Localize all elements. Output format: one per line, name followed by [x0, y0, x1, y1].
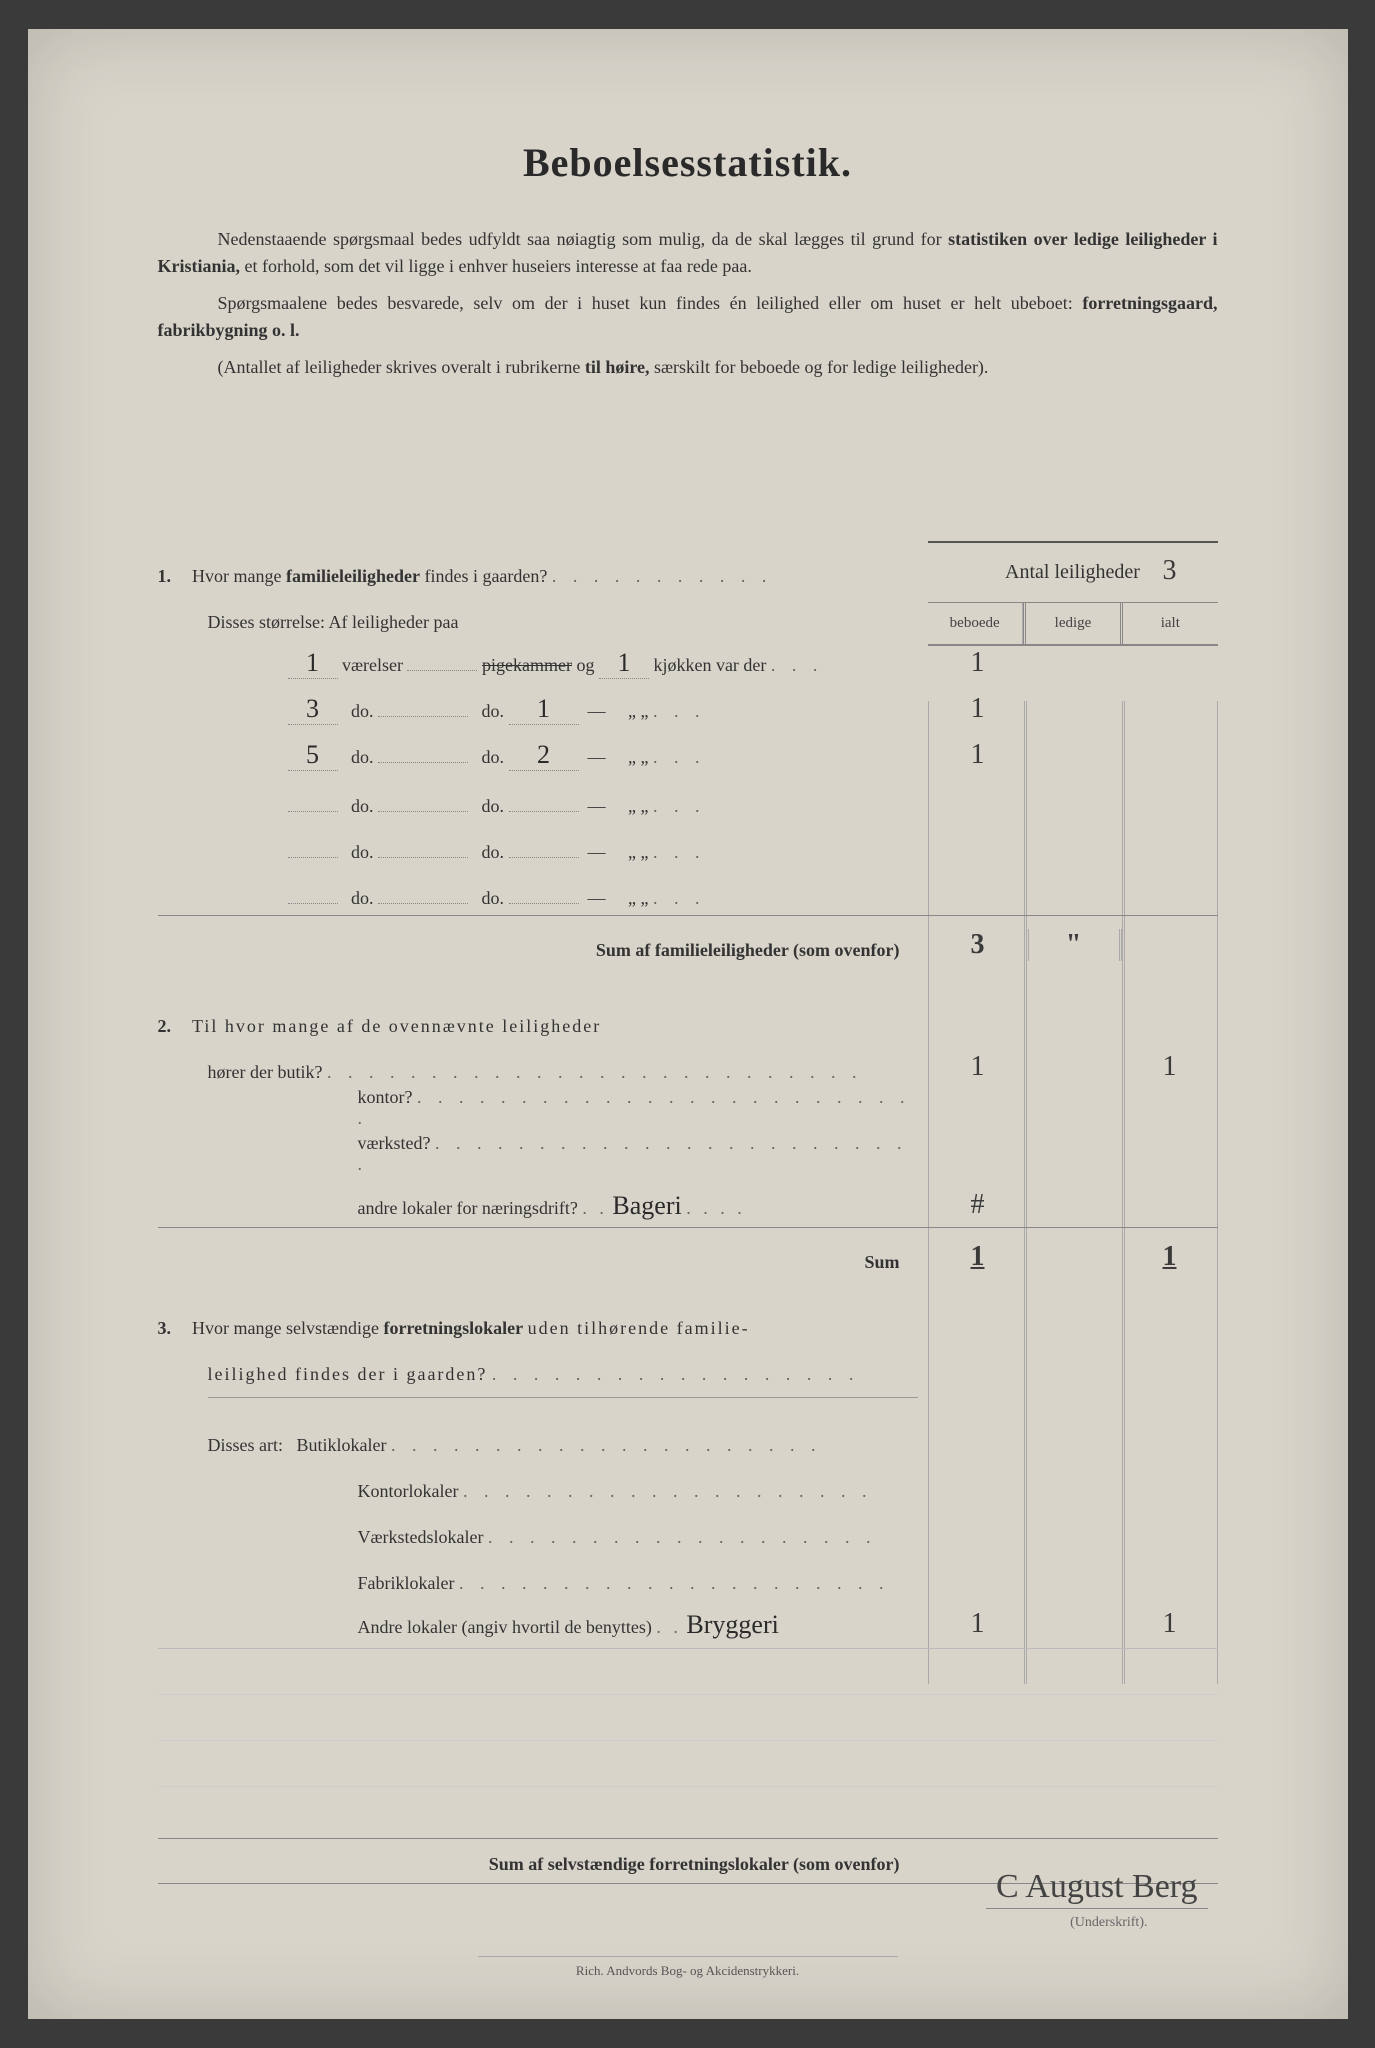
q2-andre: andre lokaler for næringsdrift? . . Bage…	[158, 1175, 1218, 1221]
q1-row: 1. Hvor mange familieleiligheder findes …	[158, 541, 1218, 587]
q3-kontor: Kontorlokaler . . . . . . . . . . . . . …	[158, 1456, 1218, 1502]
size-row: 3 do. do. 1 — „ „ . . . 1	[158, 679, 1218, 725]
signature: C August Berg	[986, 1868, 1208, 1909]
size-row: do. do. — „ „ . . .	[158, 863, 1218, 909]
q3-butik: Disses art: Butiklokaler . . . . . . . .…	[158, 1410, 1218, 1456]
q3-row-b: leilighed findes der i gaarden? . . . . …	[158, 1339, 1218, 1385]
q1-sum-row: Sum af familieleiligheder (som ovenfor) …	[158, 915, 1218, 961]
q3-row: 3. Hvor mange selvstændige forretningslo…	[158, 1293, 1218, 1339]
q3-vaerksted: Værkstedslokaler . . . . . . . . . . . .…	[158, 1502, 1218, 1548]
q3-fabrik: Fabriklokaler . . . . . . . . . . . . . …	[158, 1548, 1218, 1594]
blank-row	[158, 1740, 1218, 1786]
q2-kontor: kontor? . . . . . . . . . . . . . . . . …	[158, 1083, 1218, 1129]
form-table: Antal leiligheder beboede ledige ialt 1.…	[158, 541, 1218, 1884]
blank-row	[158, 1786, 1218, 1832]
signature-label: (Underskrift).	[1070, 1915, 1147, 1931]
q1-sizes-label: Disses størrelse: Af leiligheder paa	[158, 587, 1218, 633]
q1-ialt: 3	[1122, 555, 1218, 587]
size-row: 5 do. do. 2 — „ „ . . . 1	[158, 725, 1218, 771]
intro-paragraph-2: Spørgsmaalene bedes besvarede, selv om d…	[158, 290, 1218, 344]
printer-footer: Rich. Andvords Bog- og Akcidenstrykkeri.	[478, 1956, 898, 1979]
q2-sum-row: Sum 1 1	[158, 1227, 1218, 1273]
size-row: do. do. — „ „ . . .	[158, 817, 1218, 863]
blank-row	[158, 1648, 1218, 1694]
q2-vaerksted: værksted? . . . . . . . . . . . . . . . …	[158, 1129, 1218, 1175]
intro-paragraph-3: (Antallet af leiligheder skrives overalt…	[158, 354, 1218, 381]
size-row: do. do. — „ „ . . .	[158, 771, 1218, 817]
blank-row	[158, 1694, 1218, 1740]
q2-butik: hører der butik? . . . . . . . . . . . .…	[158, 1037, 1218, 1083]
page-title: Beboelsesstatistik.	[158, 139, 1218, 186]
size-row: 1 værelser pigekammer og 1 kjøkken var d…	[158, 633, 1218, 679]
intro-paragraph-1: Nedenstaaende spørgsmaal bedes udfyldt s…	[158, 226, 1218, 280]
q2-row: 2. Til hvor mange af de ovennævnte leili…	[158, 991, 1218, 1037]
q3-andre: Andre lokaler (angiv hvortil de benyttes…	[158, 1594, 1218, 1640]
form-content: 1. Hvor mange familieleiligheder findes …	[158, 541, 1218, 1884]
document-page: Beboelsesstatistik. Nedenstaaende spørgs…	[28, 29, 1348, 2019]
